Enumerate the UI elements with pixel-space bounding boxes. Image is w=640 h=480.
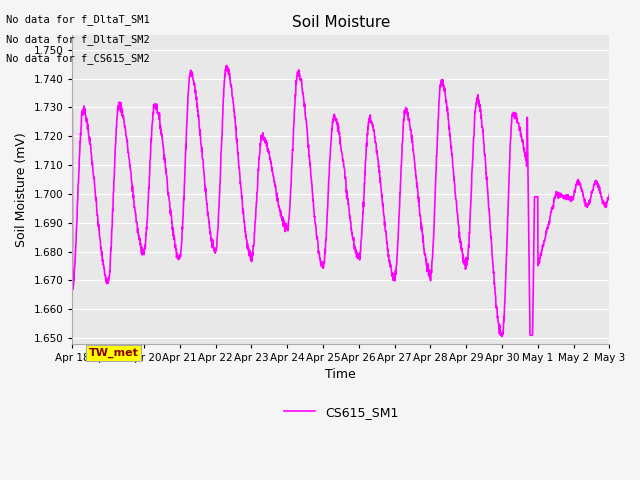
X-axis label: Time: Time	[326, 368, 356, 381]
Legend: CS615_SM1: CS615_SM1	[278, 401, 403, 424]
CS615_SM1	[356, 249, 364, 254]
CS615_SM1	[605, 191, 613, 197]
CS615_SM1	[368, 120, 376, 126]
Text: TW_met: TW_met	[88, 348, 138, 359]
CS615_SM1	[218, 132, 226, 138]
Title: Soil Moisture: Soil Moisture	[292, 15, 390, 30]
CS615_SM1	[68, 108, 76, 113]
CS615_SM1	[573, 178, 581, 184]
CS615_SM1	[498, 334, 506, 339]
Text: No data for f_DltaT_SM2: No data for f_DltaT_SM2	[6, 34, 150, 45]
CS615_SM1	[223, 63, 230, 69]
CS615_SM1	[497, 332, 505, 338]
Line: CS615_SM1: CS615_SM1	[72, 66, 609, 336]
CS615_SM1	[559, 192, 566, 198]
Text: No data for f_CS615_SM2: No data for f_CS615_SM2	[6, 53, 150, 64]
Y-axis label: Soil Moisture (mV): Soil Moisture (mV)	[15, 132, 28, 247]
Text: No data for f_DltaT_SM1: No data for f_DltaT_SM1	[6, 14, 150, 25]
